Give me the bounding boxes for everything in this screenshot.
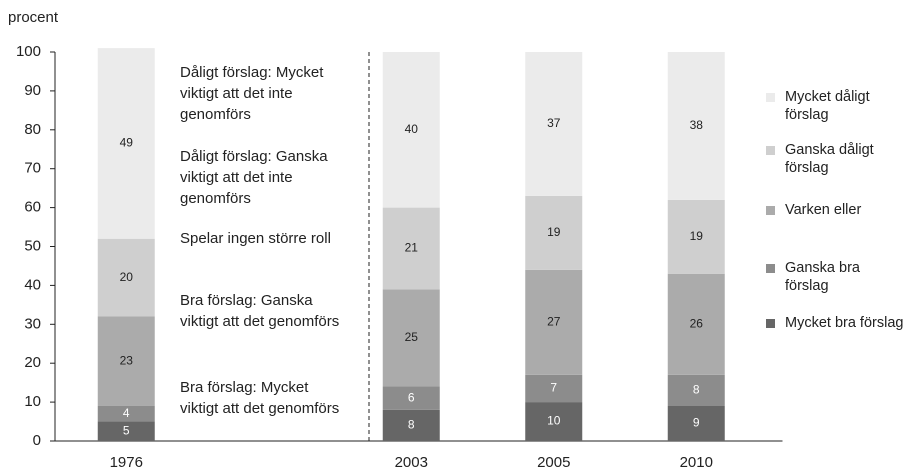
legend-swatch xyxy=(766,319,775,328)
x-tick-label: 2005 xyxy=(537,454,570,471)
value-label: 4 xyxy=(123,406,130,420)
y-tick-label: 10 xyxy=(24,393,41,410)
annotation: Dåligt förslag: Mycket viktigt att det i… xyxy=(180,64,324,123)
y-tick-label: 80 xyxy=(24,121,41,138)
bar-segment xyxy=(97,405,155,422)
bar-segment xyxy=(382,289,440,387)
legend-label: Ganska bra förslag xyxy=(785,260,860,294)
value-label: 25 xyxy=(405,330,419,344)
value-label: 27 xyxy=(547,315,561,329)
bar-segment xyxy=(525,195,583,270)
annotation: Dåligt förslag: Ganska viktigt att det i… xyxy=(180,148,328,207)
bar-segment xyxy=(525,52,583,196)
value-label: 8 xyxy=(693,383,700,397)
legend-swatch xyxy=(766,93,775,102)
y-tick-label: 50 xyxy=(24,237,41,254)
value-label: 10 xyxy=(547,414,561,428)
y-tick-label: 70 xyxy=(24,160,41,177)
value-label: 6 xyxy=(408,390,415,404)
bar-segment xyxy=(382,207,440,290)
bar-segment xyxy=(525,269,583,375)
bar-segment xyxy=(382,386,440,410)
y-tick-label: 30 xyxy=(24,315,41,332)
legend-swatch xyxy=(766,146,775,155)
legend-label: Varken eller xyxy=(785,202,862,218)
y-tick-label: 0 xyxy=(33,432,41,449)
bar-segment xyxy=(382,409,440,441)
bar-segment xyxy=(97,421,155,441)
bar-segment xyxy=(97,238,155,317)
value-label: 5 xyxy=(123,423,130,437)
y-tick-label: 100 xyxy=(16,43,41,60)
value-label: 8 xyxy=(408,418,415,432)
y-tick-label: 60 xyxy=(24,199,41,216)
value-label: 20 xyxy=(120,270,134,284)
value-label: 21 xyxy=(405,241,419,255)
bar-segment xyxy=(667,405,725,441)
legend-swatch xyxy=(766,264,775,273)
bar-segment xyxy=(667,52,725,200)
legend-label: Mycket dåligt förslag xyxy=(785,89,870,123)
value-label: 49 xyxy=(120,136,134,150)
value-label: 37 xyxy=(547,116,561,130)
value-label: 38 xyxy=(690,118,704,132)
y-tick-label: 90 xyxy=(24,82,41,99)
annotation: Spelar ingen större roll xyxy=(180,230,331,247)
bar-segment xyxy=(525,402,583,441)
x-tick-label: 1976 xyxy=(110,454,143,471)
value-label: 19 xyxy=(547,225,561,239)
x-tick-label: 2010 xyxy=(680,454,713,471)
annotation: Bra förslag: Mycket viktigt att det geno… xyxy=(180,379,340,417)
bar-segment xyxy=(97,316,155,406)
bar-segment xyxy=(667,374,725,406)
bar-segment xyxy=(97,48,155,239)
y-tick-label: 40 xyxy=(24,276,41,293)
value-label: 7 xyxy=(550,381,557,395)
bar-segment xyxy=(525,374,583,403)
legend-swatch xyxy=(766,206,775,215)
y-tick-label: 20 xyxy=(24,354,41,371)
bar-segment xyxy=(382,52,440,208)
annotation: Bra förslag: Ganska viktigt att det geno… xyxy=(180,292,340,330)
x-tick-label: 2003 xyxy=(395,454,428,471)
value-label: 9 xyxy=(693,416,700,430)
legend-label: Ganska dåligt förslag xyxy=(785,142,874,176)
value-label: 23 xyxy=(120,353,134,367)
bar-segment xyxy=(667,273,725,375)
y-axis-label: procent xyxy=(8,9,59,26)
value-label: 26 xyxy=(690,316,704,330)
value-label: 40 xyxy=(405,122,419,136)
bar-segment xyxy=(667,199,725,274)
legend-label: Mycket bra förslag xyxy=(785,315,904,331)
value-label: 19 xyxy=(690,229,704,243)
